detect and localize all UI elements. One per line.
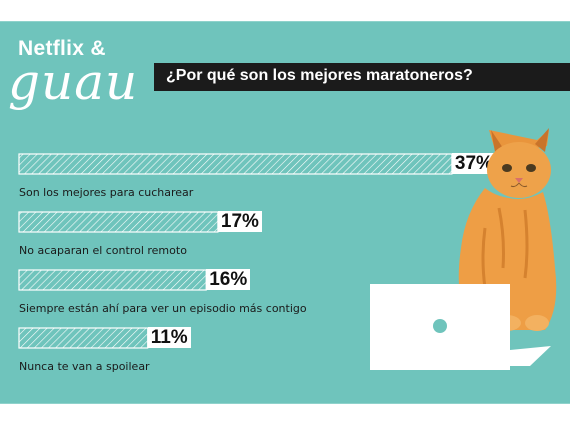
laptop-icon (370, 284, 551, 370)
brand-guau: guau (8, 53, 139, 111)
bar-category-label-1: Son los mejores para cucharear (19, 186, 194, 199)
bar-value-label-1: 37% (451, 153, 496, 174)
bar-value-label-4: 11% (147, 327, 191, 348)
bar-category-label-4: Nunca te van a spoilear (19, 360, 150, 373)
bar-2 (18, 211, 219, 233)
bar-1 (18, 153, 453, 175)
bar-3 (18, 269, 207, 291)
brand-netflix: Netflix & (18, 37, 106, 60)
cat-illustration (438, 128, 557, 331)
bar-value-label-2: 17% (217, 211, 262, 232)
top-divider (0, 21, 570, 22)
chart-title: ¿Por qué son los mejores maratoneros? (166, 67, 473, 84)
bar-category-label-3: Siempre están ahí para ver un episodio m… (19, 302, 307, 315)
bar-value-label-3: 16% (206, 269, 251, 290)
bar-4 (18, 327, 149, 349)
bottom-divider (0, 403, 570, 404)
bar-category-label-2: No acaparan el control remoto (19, 244, 187, 257)
chart-title-bar: ¿Por qué son los mejores maratoneros? (154, 63, 570, 91)
